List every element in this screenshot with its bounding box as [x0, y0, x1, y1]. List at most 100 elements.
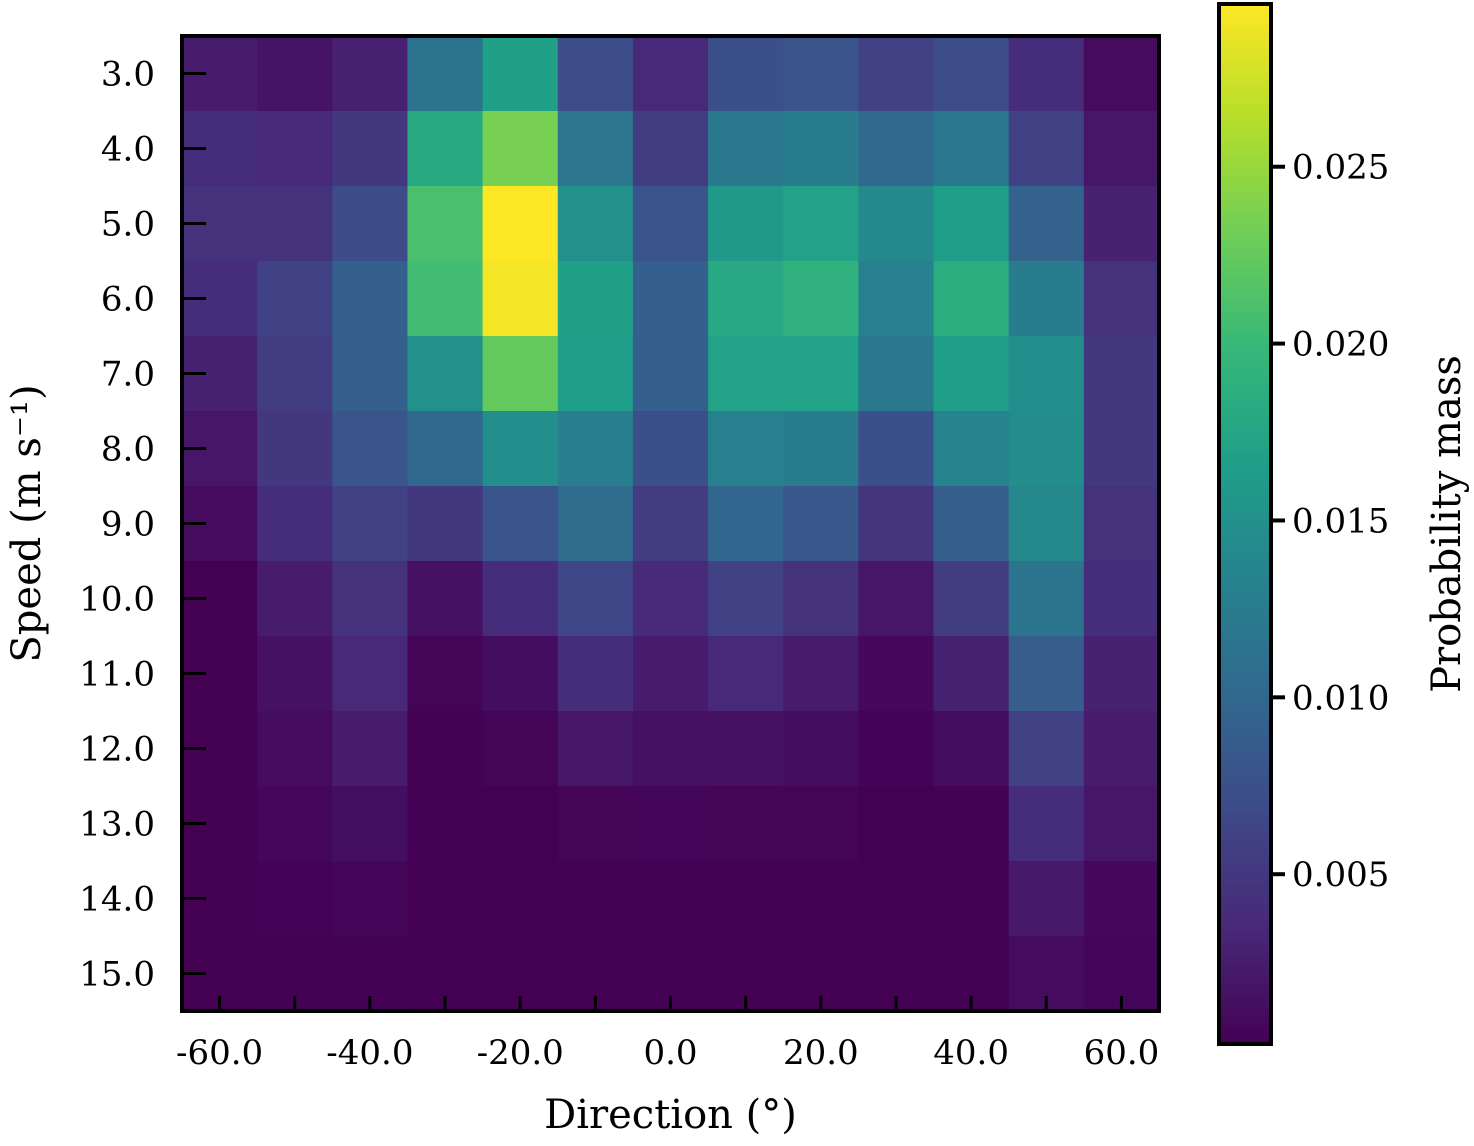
heatmap-cell [858, 336, 935, 412]
heatmap-cell [933, 861, 1010, 937]
heatmap-cell [632, 111, 709, 187]
y-axis-title: Speed (m s⁻¹) [4, 384, 50, 662]
heatmap-cell [1083, 186, 1160, 262]
heatmap-cell [632, 861, 709, 937]
x-tick-label: -40.0 [326, 1033, 413, 1073]
heatmap-cell [1083, 36, 1160, 112]
colorbar-ticks: 0.005 0.010 0.015 0.020 0.025 [1269, 148, 1389, 895]
heatmap-cell [632, 36, 709, 112]
colorbar-tick-label: 0.010 [1292, 678, 1389, 718]
heatmap-cell [257, 711, 333, 787]
heatmap-cell [257, 36, 333, 112]
heatmap-cell [557, 561, 634, 637]
heatmap-cell [1008, 336, 1085, 412]
heatmap-cell [332, 636, 409, 712]
heatmap-cell [482, 336, 559, 412]
heatmap-cell [783, 36, 859, 112]
heatmap-cell [557, 636, 634, 712]
heatmap-cell [407, 486, 484, 562]
heatmap-cell [482, 711, 559, 787]
heatmap-cell [557, 36, 634, 112]
heatmap-cell [708, 36, 784, 112]
heatmap-cell [482, 486, 559, 562]
heatmap-cell [933, 411, 1010, 487]
colorbar-gradient [1219, 4, 1271, 1044]
x-tick-label: 0.0 [643, 1033, 697, 1073]
heatmap-cell [1083, 711, 1160, 787]
heatmap-cell [933, 111, 1010, 187]
heatmap-cell [1083, 336, 1160, 412]
heatmap-cell [332, 261, 409, 337]
heatmap-cell [332, 36, 409, 112]
heatmap-cell [858, 561, 935, 637]
heatmap-cell [1008, 36, 1085, 112]
y-tick-label: 13.0 [79, 805, 155, 845]
y-tick-label: 11.0 [79, 655, 155, 695]
heatmap-cell [632, 786, 709, 862]
heatmap-cell [482, 111, 559, 187]
heatmap-cell [858, 186, 935, 262]
heatmap-cell [933, 786, 1010, 862]
heatmap-cell [783, 411, 859, 487]
heatmap-cell [933, 186, 1010, 262]
heatmap-cell [332, 561, 409, 637]
heatmap-cell [1083, 261, 1160, 337]
x-tick-label: -20.0 [477, 1033, 564, 1073]
heatmap-cell [1008, 861, 1085, 937]
heatmap-cell [1008, 111, 1085, 187]
heatmap-cell [407, 411, 484, 487]
heatmap-cell [783, 111, 859, 187]
heatmap-cell [407, 711, 484, 787]
heatmap-cell [407, 861, 484, 937]
colorbar-title: Probability mass [1424, 355, 1470, 693]
heatmap-cell [632, 186, 709, 262]
heatmap-cell [783, 186, 859, 262]
heatmap-cell [332, 711, 409, 787]
heatmap-cell [1083, 861, 1160, 937]
heatmap-cell [708, 636, 784, 712]
y-tick-label: 8.0 [101, 430, 155, 470]
heatmap-cell [708, 711, 784, 787]
heatmap-cell [257, 486, 333, 562]
heatmap-cell [858, 111, 935, 187]
heatmap-cell [858, 261, 935, 337]
heatmap-cell [557, 486, 634, 562]
heatmap-cell [482, 261, 559, 337]
heatmap-cell [332, 861, 409, 937]
heatmap-cell [257, 636, 333, 712]
heatmap-cell [632, 486, 709, 562]
heatmap-cell [1083, 411, 1160, 487]
heatmap-cell [708, 186, 784, 262]
heatmap-cell [933, 261, 1010, 337]
heatmap-cell [407, 636, 484, 712]
heatmap-cell [933, 711, 1010, 787]
heatmap-cell [933, 36, 1010, 112]
heatmap-cell [858, 411, 935, 487]
heatmap-cell [632, 261, 709, 337]
heatmap-cell [708, 486, 784, 562]
heatmap-cell [332, 486, 409, 562]
heatmap-cell [1008, 486, 1085, 562]
y-tick-label: 12.0 [79, 730, 155, 770]
x-axis-title: Direction (°) [544, 1092, 797, 1138]
heatmap-cell [933, 561, 1010, 637]
heatmap-cell [783, 636, 859, 712]
heatmap-cell [858, 636, 935, 712]
heatmap-cell [407, 111, 484, 187]
heatmap-cell [783, 786, 859, 862]
heatmap-cell [858, 861, 935, 937]
heatmap-cell [708, 261, 784, 337]
heatmap-cell [858, 486, 935, 562]
y-tick-label: 10.0 [79, 580, 155, 620]
heatmap-cell [1008, 636, 1085, 712]
heatmap-cell [708, 336, 784, 412]
heatmap-cell [557, 861, 634, 937]
heatmap-cell [257, 186, 333, 262]
heatmap-cell [332, 336, 409, 412]
heatmap-cell [482, 861, 559, 937]
heatmap-cell [1083, 636, 1160, 712]
heatmap-cell [708, 786, 784, 862]
y-tick-label: 4.0 [101, 130, 155, 170]
y-tick-label: 5.0 [101, 205, 155, 245]
